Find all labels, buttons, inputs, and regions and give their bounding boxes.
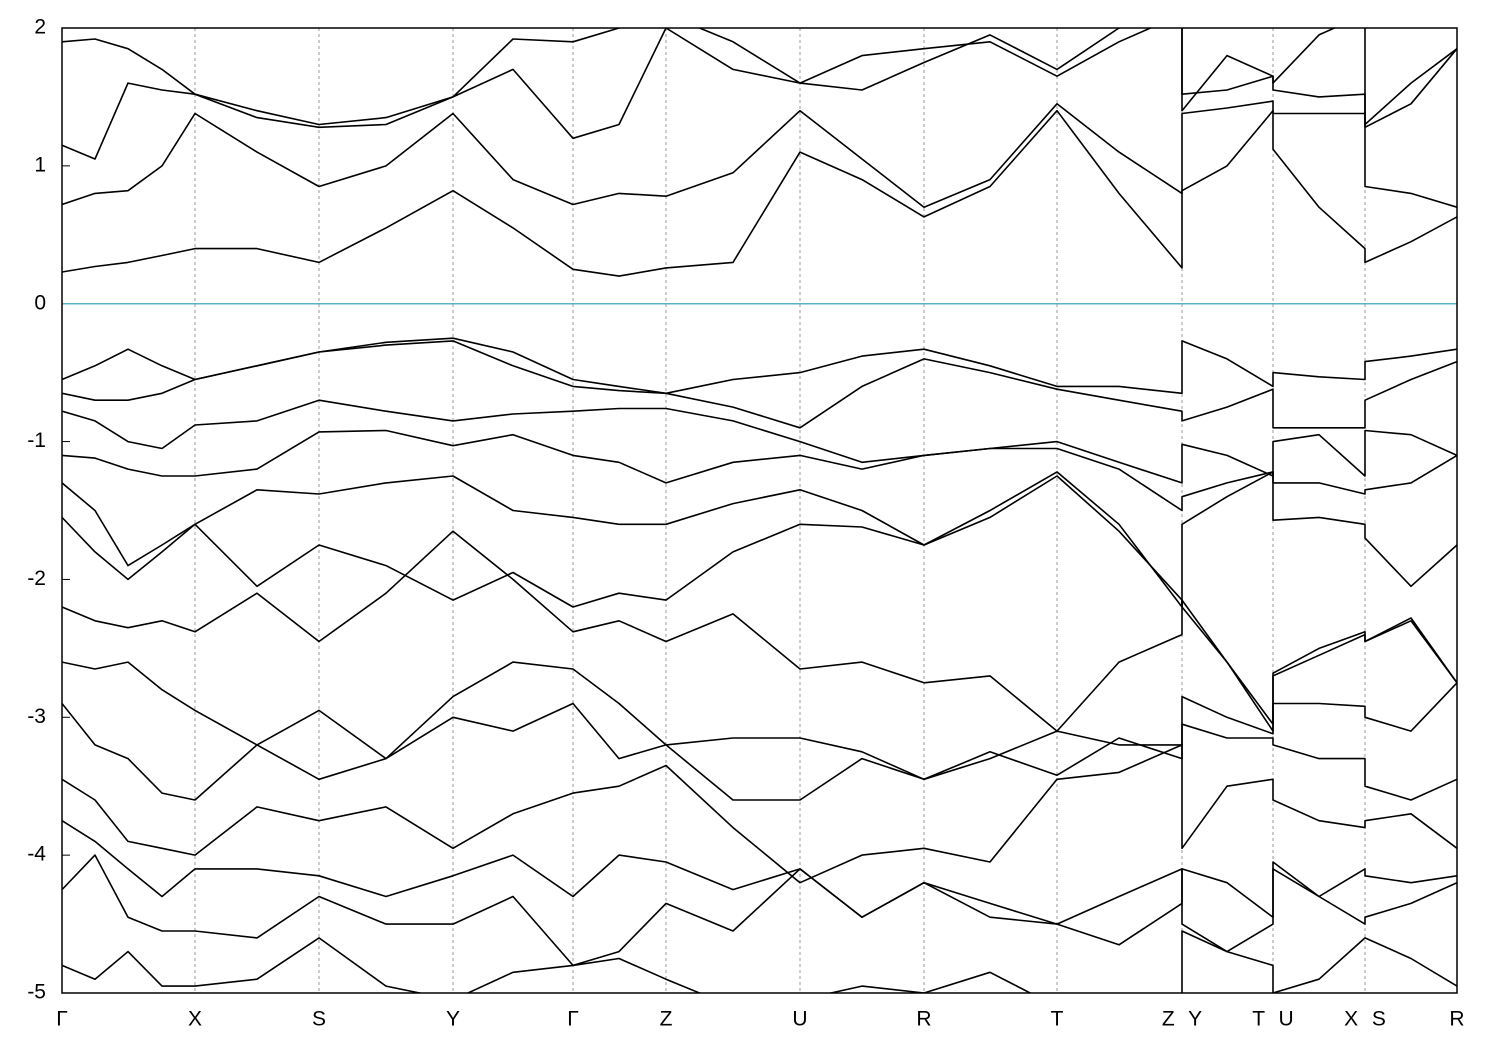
- x-tick-label: X S: [1344, 1008, 1386, 1031]
- x-tick-label: R: [1449, 1008, 1464, 1031]
- x-tick-label: Γ: [56, 1008, 68, 1031]
- x-tick-label: R: [916, 1008, 931, 1031]
- y-tick-label: -5: [27, 981, 46, 1004]
- grid: [61, 27, 1458, 994]
- x-tick-label: Y: [446, 1008, 460, 1031]
- band-line: [62, 337, 1457, 395]
- x-tick-label: T: [1051, 1008, 1064, 1031]
- band-line: [62, 702, 1457, 801]
- labels: 2 1 0 -1 -2 -3 -4 -5 Γ X S Y Γ Z U R T Z Y T U X S R: [27, 16, 1464, 1031]
- band-line: [62, 475, 1457, 725]
- x-tick-label: S: [312, 1008, 326, 1031]
- y-tick-label: -4: [27, 843, 46, 866]
- band-line: [62, 28, 1457, 160]
- x-tick-label: X: [188, 1008, 202, 1031]
- band-line: [62, 820, 1457, 953]
- band-line: [62, 340, 1457, 429]
- band-line: [62, 744, 1457, 884]
- x-tick-label: Z: [660, 1008, 673, 1031]
- y-tick-label: 1: [34, 153, 46, 176]
- band-line: [62, 661, 1457, 781]
- y-tick-label: -2: [27, 567, 46, 590]
- x-tick-label: U: [792, 1008, 807, 1031]
- x-tick-label: Z Y: [1162, 1008, 1202, 1031]
- band-line: [62, 930, 1457, 993]
- band-line: [62, 530, 1457, 732]
- bands: [62, 28, 1457, 993]
- band-line: [62, 399, 1457, 484]
- plot-frame: [61, 27, 1458, 994]
- band-line: [62, 471, 1457, 608]
- y-tick-label: -3: [27, 705, 46, 728]
- band-line: [62, 854, 1457, 967]
- band-line: [62, 429, 1457, 512]
- y-tick-label: -1: [27, 429, 46, 452]
- band-line: [62, 100, 1457, 208]
- y-tick-label: 2: [34, 16, 46, 39]
- x-tick-label: Γ: [567, 1008, 579, 1031]
- band-line: [62, 109, 1457, 277]
- x-tick-label: T U: [1252, 1008, 1293, 1031]
- band-line: [62, 28, 1457, 126]
- y-tick-label: 0: [34, 291, 46, 314]
